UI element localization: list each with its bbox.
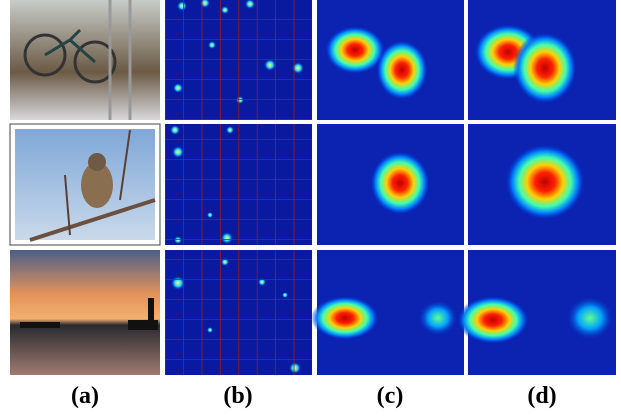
figure: (a) (b) (c) (d) (0, 0, 621, 419)
panel-label: (b) (223, 383, 252, 409)
panel-label: (c) (377, 383, 404, 409)
sparse-maps (165, 0, 312, 375)
heatmaps (311, 0, 616, 375)
panel-label: (a) (71, 383, 99, 409)
panel-label: (d) (527, 383, 556, 409)
photos (10, 0, 160, 375)
